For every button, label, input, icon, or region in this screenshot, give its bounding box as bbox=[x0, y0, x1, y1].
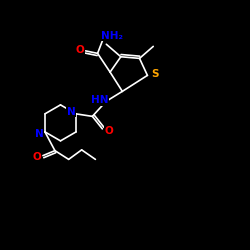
Text: S: S bbox=[151, 69, 159, 79]
Text: O: O bbox=[76, 44, 84, 54]
Text: N: N bbox=[35, 129, 44, 139]
Text: O: O bbox=[32, 152, 41, 162]
Text: NH₂: NH₂ bbox=[101, 31, 123, 41]
Text: HN: HN bbox=[91, 95, 108, 105]
Text: O: O bbox=[105, 126, 114, 136]
Text: N: N bbox=[67, 107, 76, 117]
